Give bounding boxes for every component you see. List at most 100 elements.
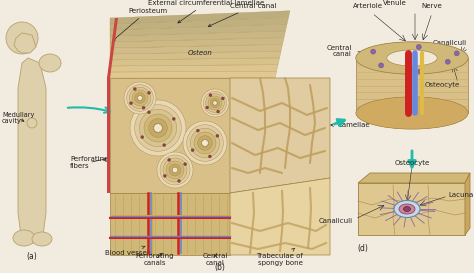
Circle shape: [196, 129, 200, 132]
Circle shape: [142, 106, 145, 109]
Circle shape: [124, 82, 156, 114]
Circle shape: [172, 167, 178, 173]
Text: Lacuna: Lacuna: [448, 192, 473, 198]
Circle shape: [203, 91, 227, 115]
Text: Canaliculi: Canaliculi: [319, 218, 353, 224]
Circle shape: [418, 69, 423, 74]
Polygon shape: [110, 31, 285, 42]
Circle shape: [163, 158, 187, 182]
Text: Perforating
fibers: Perforating fibers: [70, 156, 109, 169]
Text: Central
canal: Central canal: [327, 44, 352, 58]
Polygon shape: [358, 183, 465, 235]
Circle shape: [221, 97, 224, 100]
Text: Periosteum: Periosteum: [113, 8, 167, 41]
Ellipse shape: [380, 49, 444, 67]
Circle shape: [157, 152, 193, 188]
Ellipse shape: [367, 100, 457, 126]
Ellipse shape: [364, 44, 460, 72]
Polygon shape: [110, 51, 281, 60]
Circle shape: [202, 140, 208, 146]
Ellipse shape: [387, 50, 437, 66]
Ellipse shape: [396, 54, 428, 63]
Text: (d): (d): [357, 244, 368, 253]
Polygon shape: [110, 44, 283, 54]
Polygon shape: [107, 18, 118, 78]
Circle shape: [141, 136, 144, 139]
Circle shape: [217, 110, 219, 113]
Text: Perforating
canals: Perforating canals: [136, 253, 174, 266]
Circle shape: [160, 155, 190, 185]
Text: Central canal: Central canal: [208, 3, 276, 27]
Circle shape: [454, 51, 459, 56]
Ellipse shape: [356, 97, 468, 129]
Circle shape: [166, 161, 184, 179]
Polygon shape: [110, 78, 230, 193]
Circle shape: [209, 94, 212, 97]
Text: Central
canal: Central canal: [202, 253, 228, 266]
Text: Nerve: Nerve: [422, 3, 442, 9]
Circle shape: [172, 117, 175, 120]
Ellipse shape: [39, 54, 61, 72]
Text: (a): (a): [27, 252, 37, 261]
Text: Canaliculi: Canaliculi: [433, 40, 467, 46]
Text: Lamellae: Lamellae: [331, 122, 370, 128]
Polygon shape: [110, 193, 230, 255]
Ellipse shape: [403, 206, 410, 212]
Circle shape: [130, 100, 186, 156]
Circle shape: [139, 109, 177, 147]
Circle shape: [6, 22, 38, 54]
Text: Trabeculae of
spongy bone: Trabeculae of spongy bone: [256, 248, 303, 266]
Circle shape: [147, 91, 151, 94]
Ellipse shape: [378, 103, 446, 123]
Circle shape: [191, 128, 219, 158]
Circle shape: [135, 105, 182, 151]
Text: (c): (c): [356, 108, 366, 117]
Polygon shape: [110, 72, 276, 78]
Text: Blood vessels: Blood vessels: [105, 246, 152, 256]
Polygon shape: [110, 24, 287, 36]
Circle shape: [164, 174, 166, 177]
Circle shape: [169, 164, 181, 176]
Circle shape: [132, 90, 148, 106]
Polygon shape: [107, 78, 110, 193]
Circle shape: [173, 167, 178, 173]
Circle shape: [206, 106, 209, 109]
Circle shape: [209, 155, 211, 158]
Polygon shape: [358, 173, 470, 183]
Ellipse shape: [372, 47, 452, 69]
Ellipse shape: [390, 106, 434, 119]
Circle shape: [129, 87, 151, 109]
Ellipse shape: [356, 97, 468, 129]
Ellipse shape: [399, 204, 415, 214]
Circle shape: [135, 93, 146, 103]
Polygon shape: [110, 17, 289, 30]
Circle shape: [149, 119, 167, 137]
Circle shape: [210, 98, 219, 108]
Circle shape: [137, 96, 142, 100]
Ellipse shape: [356, 42, 468, 74]
Circle shape: [129, 102, 133, 105]
Ellipse shape: [394, 200, 420, 218]
Ellipse shape: [32, 232, 52, 246]
Circle shape: [144, 114, 172, 142]
Text: Arteriole: Arteriole: [353, 3, 383, 9]
Circle shape: [201, 89, 229, 117]
Circle shape: [153, 123, 163, 133]
Ellipse shape: [401, 110, 423, 116]
Text: External circumferential lamellae: External circumferential lamellae: [148, 0, 264, 23]
Circle shape: [163, 144, 166, 147]
Circle shape: [183, 121, 227, 165]
Polygon shape: [230, 78, 330, 193]
Polygon shape: [110, 65, 278, 72]
Circle shape: [213, 101, 218, 105]
Text: (b): (b): [215, 263, 226, 272]
Ellipse shape: [388, 51, 436, 65]
Text: Medullary
cavity: Medullary cavity: [2, 111, 35, 124]
Polygon shape: [110, 58, 280, 66]
Circle shape: [445, 59, 450, 64]
Circle shape: [206, 94, 224, 112]
Polygon shape: [465, 173, 470, 235]
Text: Osteocyte: Osteocyte: [394, 160, 429, 166]
Ellipse shape: [356, 42, 468, 74]
Circle shape: [371, 49, 376, 54]
